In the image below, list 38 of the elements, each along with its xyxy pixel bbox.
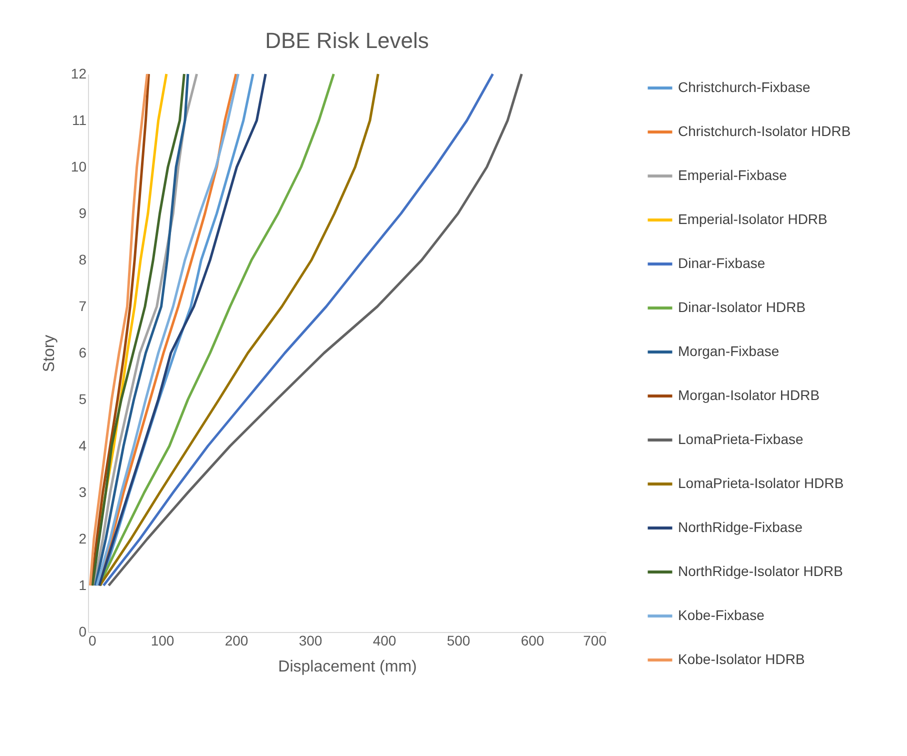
legend-label: Dinar-Fixbase bbox=[678, 255, 766, 271]
legend-label: Dinar-Isolator HDRB bbox=[678, 299, 806, 315]
y-tick-label: 4 bbox=[78, 438, 87, 454]
legend-label: NorthRidge-Fixbase bbox=[678, 519, 803, 535]
legend-label: Christchurch-Fixbase bbox=[678, 79, 810, 95]
x-tick-label: 700 bbox=[583, 632, 607, 648]
x-tick-label: 500 bbox=[446, 632, 470, 648]
y-tick-label: 12 bbox=[70, 66, 87, 82]
y-axis-title: Story bbox=[40, 334, 58, 372]
y-tick-label: 3 bbox=[78, 484, 87, 500]
legend-label: Christchurch-Isolator HDRB bbox=[678, 123, 851, 139]
y-tick-label: 10 bbox=[70, 158, 87, 174]
legend-label: NorthRidge-Isolator HDRB bbox=[678, 563, 843, 579]
legend-label: Emperial-Fixbase bbox=[678, 167, 788, 183]
y-tick-label: 11 bbox=[72, 112, 87, 128]
legend-label: LomaPrieta-Isolator HDRB bbox=[678, 475, 844, 491]
y-tick-label: 2 bbox=[78, 530, 87, 546]
legend-label: Kobe-Isolator HDRB bbox=[678, 651, 805, 667]
x-tick-label: 200 bbox=[224, 632, 248, 648]
y-tick-label: 7 bbox=[78, 298, 87, 314]
line-series bbox=[98, 72, 380, 587]
y-tick-label: 1 bbox=[78, 577, 87, 593]
legend-label: Morgan-Isolator HDRB bbox=[678, 387, 820, 403]
legend-label: Emperial-Isolator HDRB bbox=[678, 211, 828, 227]
y-tick-label: 9 bbox=[78, 205, 87, 221]
legend-label: Kobe-Fixbase bbox=[678, 607, 765, 623]
chart-title: DBE Risk Levels bbox=[265, 28, 429, 53]
y-tick-label: 5 bbox=[78, 391, 87, 407]
legend-label: LomaPrieta-Fixbase bbox=[678, 431, 804, 447]
x-axis-title: Displacement (mm) bbox=[278, 658, 417, 676]
x-tick-label: 300 bbox=[298, 632, 322, 648]
x-tick-label: 400 bbox=[372, 632, 396, 648]
x-tick-label: 100 bbox=[150, 632, 174, 648]
x-tick-label: 600 bbox=[520, 632, 544, 648]
legend-label: Morgan-Fixbase bbox=[678, 343, 780, 359]
y-tick-label: 8 bbox=[78, 252, 87, 268]
y-tick-label: 6 bbox=[78, 344, 87, 360]
line-series bbox=[98, 72, 335, 587]
